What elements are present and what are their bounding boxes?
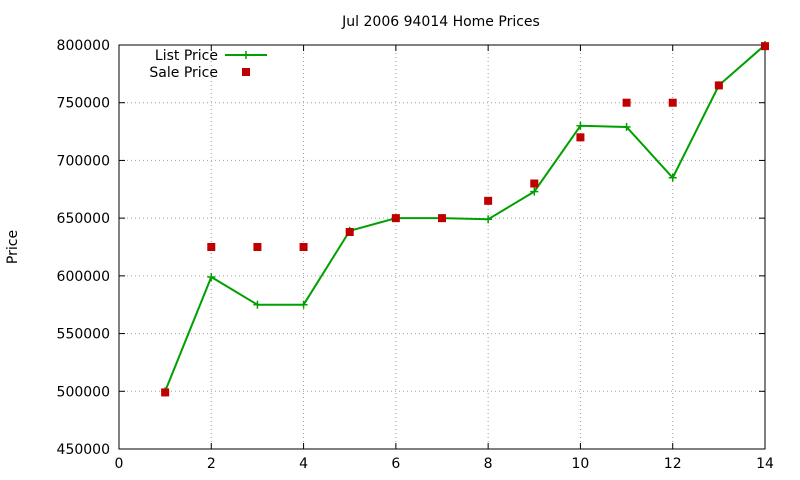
y-tick-label: 500000 [57,384,110,400]
legend-square-marker [242,68,250,76]
x-tick-label: 6 [391,456,400,472]
list-price-point [207,273,216,282]
x-tick-label: 10 [572,456,590,472]
list-price-point [484,215,493,224]
sale-price-point [576,133,585,142]
x-tick-label: 2 [207,456,216,472]
x-tick-label: 0 [115,456,124,472]
legend-label: List Price [155,48,218,64]
list-price-point [299,300,308,309]
sale-price-point [668,98,677,107]
sale-price-point [299,243,308,251]
plot-frame [118,44,766,450]
sale-price-point [622,98,631,107]
sale-price-point [484,196,493,205]
legend-label: Sale Price [149,65,218,81]
grid-layer [119,45,765,449]
y-tick-label: 800000 [57,38,110,54]
list-price-point [668,173,677,182]
sale-price-point [207,243,216,251]
sale-price-point [253,243,262,251]
y-tick-label: 750000 [57,96,110,112]
legend-cross-marker [242,51,250,59]
y-tick-label: 700000 [57,153,110,169]
x-tick-label: 14 [756,456,774,472]
list-price-point [622,122,631,131]
y-tick-label: 450000 [57,442,110,458]
sale-price-point [161,388,170,397]
y-tick-label: 600000 [57,269,110,285]
x-tick-label: 4 [299,456,308,472]
y-tick-label: 650000 [57,211,110,227]
series-0 [161,41,769,396]
sale-price-point [530,179,539,188]
sale-price-point [714,81,723,90]
series-1 [161,42,769,397]
y-axis-label: Price [5,230,21,264]
list-price-point [576,121,585,130]
sale-price-point [345,227,354,236]
sale-price-point [761,42,769,51]
y-tick-label: 550000 [57,327,110,343]
x-tick-label: 8 [484,456,493,472]
chart-title: Jul 2006 94014 Home Prices [341,14,540,30]
sale-price-point [438,214,446,223]
sale-price-point [391,214,400,223]
list-price-line [164,44,766,392]
series-layer [161,41,769,397]
list-price-point [530,187,539,196]
list-price-point [253,300,262,309]
x-tick-label: 12 [664,456,682,472]
